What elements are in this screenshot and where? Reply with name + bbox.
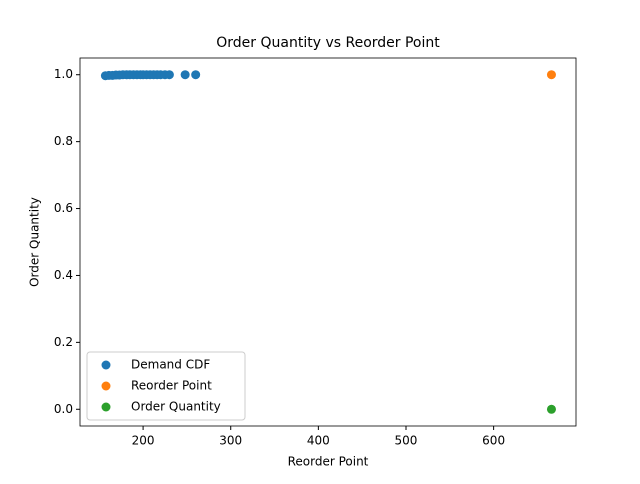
- legend-label: Reorder Point: [131, 379, 212, 393]
- y-tick-label: 0.2: [54, 335, 73, 349]
- point: [180, 70, 190, 80]
- legend-label: Order Quantity: [131, 400, 221, 414]
- y-tick-label: 0.8: [54, 134, 73, 148]
- y-tick-label: 0.6: [54, 201, 73, 215]
- legend-marker: [101, 381, 111, 391]
- y-tick-label: 0.0: [54, 402, 73, 416]
- legend-label: Demand CDF: [131, 358, 210, 372]
- x-tick-label: 300: [219, 434, 242, 448]
- y-tick-label: 1.0: [54, 67, 73, 81]
- x-tick-label: 600: [482, 434, 505, 448]
- x-tick-label: 400: [307, 434, 330, 448]
- x-axis-label: Reorder Point: [288, 455, 369, 469]
- x-tick-label: 500: [395, 434, 418, 448]
- x-tick-label: 200: [132, 434, 155, 448]
- legend-marker: [101, 360, 111, 370]
- point: [164, 70, 174, 80]
- legend-marker: [101, 402, 111, 412]
- y-axis-label: Order Quantity: [28, 197, 42, 287]
- legend-box: [86, 351, 246, 421]
- chart-title: Order Quantity vs Reorder Point: [216, 35, 440, 51]
- point: [546, 404, 556, 414]
- point: [546, 70, 556, 80]
- plot-frame: [79, 57, 577, 427]
- y-tick-label: 0.4: [54, 268, 73, 282]
- point: [191, 70, 201, 80]
